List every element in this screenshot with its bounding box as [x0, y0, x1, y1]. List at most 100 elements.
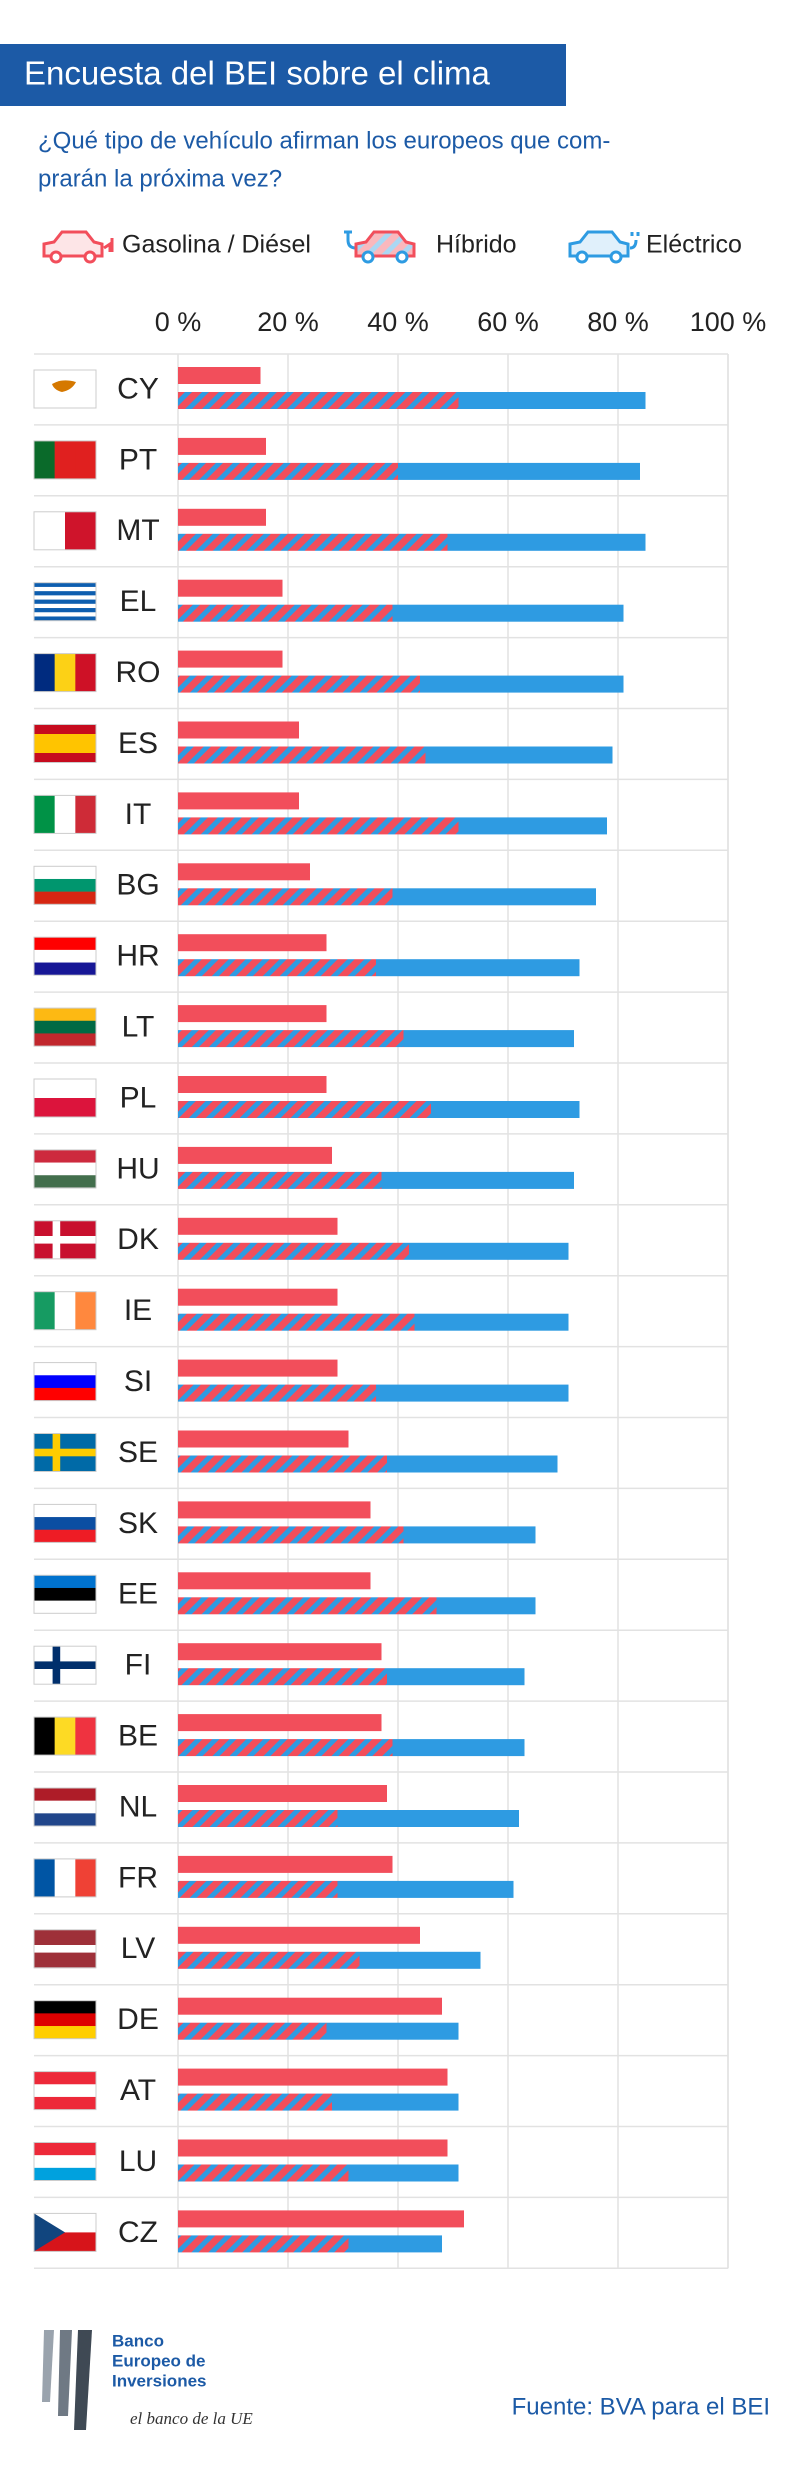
bar-hybrid — [178, 675, 420, 693]
flag-part — [34, 586, 96, 592]
subtitle: ¿Qué tipo de vehículo afirman los europe… — [38, 127, 610, 154]
bar-electric — [414, 1313, 569, 1331]
flag-part — [75, 1291, 97, 1330]
flag-border — [33, 1858, 97, 1898]
flag-border — [33, 369, 97, 409]
bar-hybrid — [178, 1455, 387, 1473]
flag-part — [34, 2096, 96, 2110]
y-tick-label: DE — [117, 2003, 159, 2036]
flag-part — [34, 1149, 96, 1163]
flag — [33, 1291, 97, 1331]
flag-part — [34, 949, 96, 963]
bar-petrol — [178, 1501, 371, 1519]
bar-electric — [376, 1384, 569, 1402]
flag-part — [34, 608, 96, 613]
flag-border — [33, 1078, 97, 1118]
bar-electric — [376, 959, 580, 977]
flag-part — [54, 653, 76, 692]
flag-part — [34, 962, 96, 976]
x-tick-label: 0 % — [155, 307, 202, 337]
flag — [33, 511, 97, 551]
bar-electric — [332, 2093, 459, 2111]
flag-part — [75, 653, 97, 692]
bar-petrol — [178, 1926, 420, 1944]
bar-electric — [392, 604, 624, 622]
flag-part — [34, 734, 96, 744]
flag-border — [33, 1220, 97, 1260]
bar-hybrid — [178, 533, 448, 551]
bar-electric — [431, 1101, 580, 1118]
y-tick-label: CZ — [118, 2216, 158, 2249]
flag-part — [34, 595, 96, 600]
flag — [33, 1787, 97, 1827]
y-tick-label: SE — [118, 1436, 158, 1469]
bar-hybrid — [178, 1951, 360, 1969]
flag-part — [34, 599, 96, 605]
y-tick-label: MT — [116, 514, 159, 547]
bar-petrol — [178, 650, 283, 668]
flag-border — [33, 2212, 97, 2252]
bar-hybrid — [178, 1384, 376, 1402]
x-tick-label: 60 % — [477, 307, 539, 337]
flag-part — [34, 2155, 96, 2169]
flag-part — [34, 1375, 96, 1389]
flag-part — [34, 603, 96, 609]
bar-electric — [381, 1171, 574, 1189]
flag-border — [33, 1362, 97, 1402]
bar-hybrid — [178, 1313, 415, 1331]
flag-part — [34, 753, 96, 763]
flag-part — [75, 1717, 97, 1756]
legend-icon-electric — [568, 230, 640, 264]
legend-label: Gasolina / Diésel — [122, 231, 311, 259]
y-tick-label: RO — [116, 656, 161, 689]
flag-part — [34, 1517, 96, 1531]
flag-part — [34, 2071, 96, 2085]
flag-part — [34, 891, 96, 905]
flag-part — [75, 440, 97, 479]
flag-part — [34, 511, 66, 550]
flag-border — [33, 1716, 97, 1756]
flag-part — [34, 1952, 96, 1961]
flag-border — [33, 1149, 97, 1189]
bank-name: Europeo de — [112, 2351, 206, 2370]
flag-part — [65, 511, 97, 550]
bar-petrol — [178, 2210, 464, 2228]
flag-border — [33, 1503, 97, 1543]
y-tick-label: AT — [120, 2074, 156, 2107]
flag-part — [34, 2213, 65, 2252]
flag-part — [34, 1362, 96, 1376]
bar-petrol — [178, 1359, 338, 1377]
source: Fuente: BVA para el BEI — [512, 2393, 770, 2420]
bar-electric — [348, 2164, 459, 2182]
flag-part — [34, 2084, 96, 2098]
flag-border — [33, 1007, 97, 1047]
bar-electric — [348, 2235, 442, 2253]
flag — [33, 1645, 97, 1685]
y-tick-label: ES — [118, 727, 158, 760]
bar-electric — [392, 888, 596, 906]
flag — [33, 1503, 97, 1543]
flag-border — [33, 2071, 97, 2111]
flag-part — [34, 1291, 55, 1330]
y-tick-label: IE — [124, 1294, 152, 1327]
bar-hybrid — [178, 1030, 404, 1048]
bar-hybrid — [178, 1242, 409, 1260]
flag-part — [34, 1800, 96, 1814]
flag-part — [34, 616, 96, 621]
flag-part — [34, 1600, 96, 1614]
bar-petrol — [178, 437, 266, 455]
y-tick-label: DK — [117, 1223, 159, 1256]
flag-part — [54, 1858, 76, 1897]
y-tick-label: EE — [118, 1578, 158, 1611]
y-tick-label: HR — [116, 940, 159, 973]
bar-electric — [387, 1668, 525, 1686]
bar-hybrid — [178, 1668, 387, 1686]
bar-electric — [420, 675, 624, 693]
bar-petrol — [178, 1288, 338, 1306]
flag-part — [75, 795, 97, 834]
x-tick-label: 40 % — [367, 307, 429, 337]
flag-part — [34, 653, 55, 692]
flag-part — [34, 2026, 96, 2039]
flag — [33, 936, 97, 976]
flag-border — [33, 1929, 97, 1969]
